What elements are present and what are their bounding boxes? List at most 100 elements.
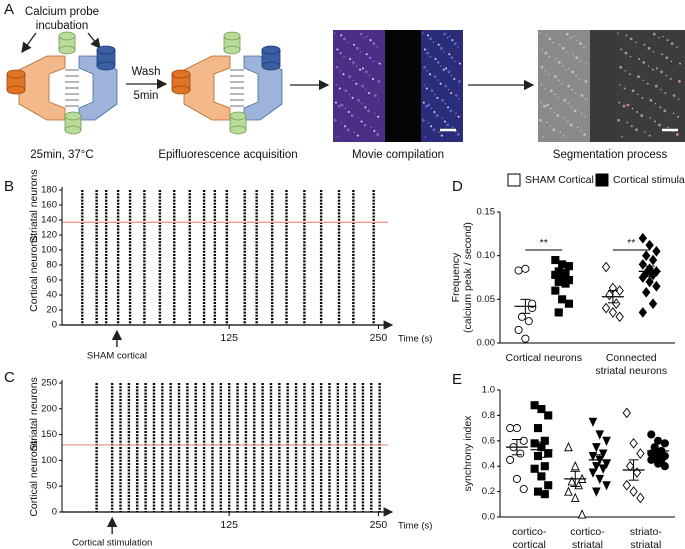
cell [567, 103, 569, 105]
point [588, 468, 598, 478]
annotation: Cortical stimulation [72, 538, 152, 549]
legend-swatch [595, 173, 609, 187]
cell [559, 131, 561, 133]
cell [431, 107, 433, 110]
cell [542, 136, 544, 138]
cell [436, 61, 440, 64]
cell [443, 120, 446, 123]
point [514, 325, 523, 334]
x-category-label: striato- [630, 526, 663, 538]
reservoir-top [96, 45, 116, 55]
point [588, 451, 598, 462]
cell [360, 51, 362, 53]
point [530, 464, 539, 473]
cell [629, 55, 632, 58]
movie-image [333, 30, 463, 142]
cell [547, 73, 550, 76]
cell [437, 79, 439, 81]
cell [637, 75, 640, 79]
point [524, 317, 533, 326]
y-tick-label: 0.10 [477, 250, 496, 261]
point [642, 250, 651, 261]
y-tick-label: 200 [41, 403, 57, 414]
cell [665, 74, 667, 77]
cell [585, 62, 588, 65]
cell [550, 107, 552, 110]
y-tick-label: 50 [46, 481, 57, 492]
point [512, 474, 521, 483]
cell [370, 126, 372, 128]
x-category-label: cortical [513, 539, 546, 549]
region-label: Cortical neurons [28, 235, 40, 311]
cell [625, 34, 628, 37]
cell [571, 89, 573, 91]
cell [454, 94, 458, 97]
point [612, 298, 621, 310]
cell [458, 62, 461, 65]
reservoir-top [64, 111, 82, 121]
point [551, 255, 560, 265]
cell [677, 79, 681, 83]
cell [334, 101, 337, 104]
reservoir-bottom [171, 85, 191, 95]
cell [336, 48, 339, 51]
cell [653, 120, 656, 123]
segmentation-image [538, 30, 685, 142]
cell [344, 107, 347, 110]
cell [356, 65, 358, 67]
point [648, 298, 658, 310]
caption: Epifluorescence acquisition [158, 149, 297, 161]
cell [619, 84, 621, 86]
cell [350, 114, 354, 117]
cell [426, 70, 428, 72]
point [533, 424, 543, 433]
cell [636, 111, 639, 114]
cell [563, 98, 567, 102]
cell [584, 115, 587, 118]
point [654, 459, 663, 468]
cell [423, 48, 426, 51]
cell [357, 98, 361, 102]
cell [561, 46, 565, 50]
cell [658, 123, 661, 127]
cell [575, 56, 579, 60]
y-tick-label: 60 [46, 275, 57, 286]
x-category-label: striatal neurons [595, 365, 667, 377]
cell [441, 117, 443, 119]
cell [617, 118, 621, 122]
cell [652, 32, 656, 36]
point [632, 467, 642, 478]
cell [421, 118, 425, 122]
device [171, 31, 283, 135]
cell [628, 73, 631, 76]
step-label: Wash [132, 66, 161, 78]
cell [658, 37, 660, 39]
point [595, 430, 605, 440]
point [561, 279, 570, 288]
point [517, 312, 527, 321]
cell [377, 79, 381, 83]
cell [366, 35, 368, 38]
x-axis-label: Time (s) [398, 521, 432, 532]
reservoir-top [58, 31, 76, 41]
cell [429, 55, 432, 58]
y-tick-label: 0.0 [482, 512, 495, 523]
cell [450, 92, 453, 95]
point [660, 439, 669, 448]
cell [422, 101, 425, 104]
y-axis-label: (calcium peak / second) [462, 222, 474, 333]
cell [452, 126, 454, 128]
cell [455, 112, 457, 114]
y-tick-label: 150 [41, 429, 57, 440]
cell [571, 70, 575, 74]
cell [451, 39, 454, 42]
cell [562, 65, 564, 67]
cell [440, 65, 442, 67]
reservoir-bottom [96, 61, 116, 71]
cell [679, 62, 682, 65]
point [558, 260, 567, 269]
cell [580, 112, 583, 114]
cell [539, 101, 542, 104]
panel-letter: A [4, 1, 14, 18]
cell [649, 98, 653, 102]
